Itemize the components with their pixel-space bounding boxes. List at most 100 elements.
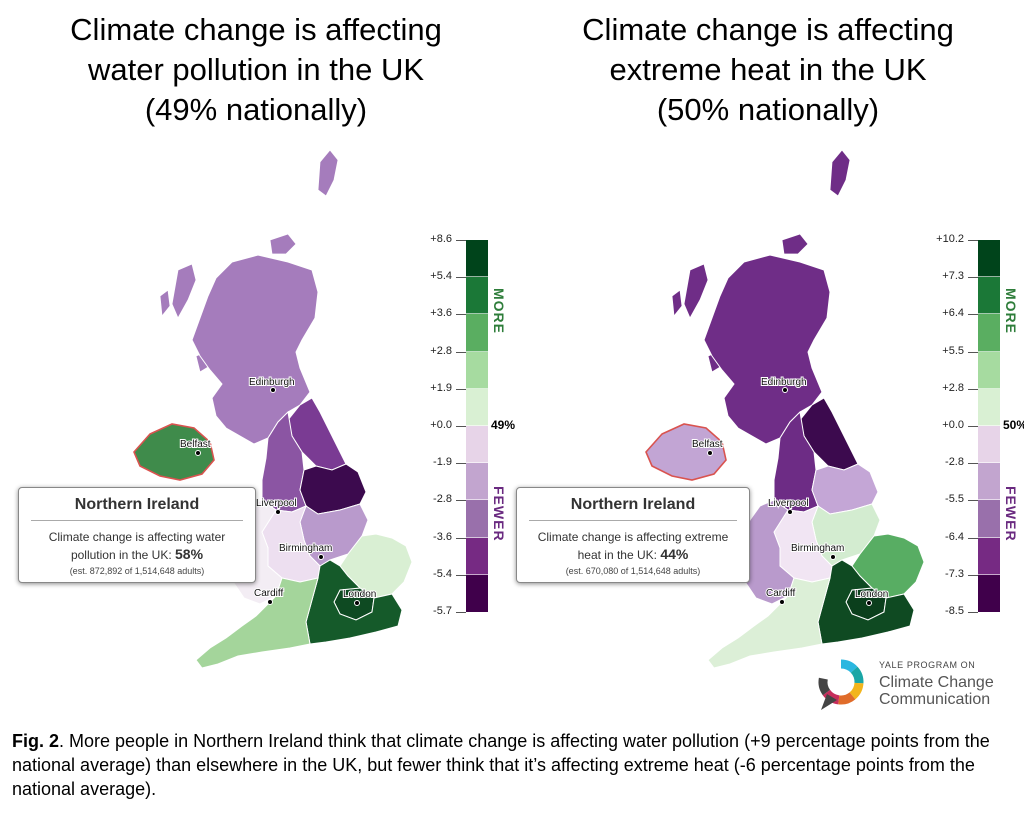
legend-tick-mark <box>456 537 466 539</box>
legend-tick-label: -5.4 <box>433 567 452 580</box>
legend-tick-mark <box>456 351 466 353</box>
logo-ring-segment <box>840 659 858 674</box>
city-label-liverpool: Liverpool <box>256 498 297 509</box>
city-dot-belfast <box>707 450 713 456</box>
figure-caption: Fig. 2. More people in Northern Ireland … <box>12 729 1012 801</box>
logo-ring-icon <box>818 659 864 710</box>
legend-tick-label: +7.3 <box>942 270 964 283</box>
region-south-west[interactable] <box>195 577 319 669</box>
logo-ring-segment <box>838 692 856 705</box>
legend-tick-mark <box>456 426 466 427</box>
legend-tick-label: +10.2 <box>936 233 964 245</box>
legend-band <box>978 426 1000 464</box>
legend-band <box>466 537 488 575</box>
region-scotland-island[interactable] <box>269 233 297 255</box>
panel-title: Climate change is affecting extreme heat… <box>582 12 954 127</box>
legend-tick-label: -7.3 <box>945 567 964 580</box>
city-label-edinburgh: Edinburgh <box>761 377 807 388</box>
legend-color-scale <box>466 240 488 612</box>
legend-fewer-label: FEWER <box>1003 485 1019 542</box>
legend-national-value: 49% <box>491 418 525 432</box>
region-scotland-island[interactable] <box>683 263 709 319</box>
legend-band <box>466 277 488 315</box>
legend-tick-label: +2.8 <box>942 381 964 394</box>
region-south-east[interactable] <box>817 559 915 645</box>
legend-tick-mark <box>968 240 978 241</box>
legend-band <box>466 574 488 612</box>
region-scotland-island[interactable] <box>671 289 683 318</box>
region-south-east[interactable] <box>305 559 403 645</box>
caption-label: Fig. 2 <box>12 731 60 751</box>
tooltip-value: 58% <box>175 546 204 562</box>
uk-map: Edinburgh Belfast Liverpool Birmingham Cardi… <box>645 149 925 669</box>
legend-tick-label: -1.9 <box>433 456 452 469</box>
legend-national-value: 50% <box>1003 418 1024 432</box>
legend-tick-label: -5.7 <box>433 605 452 617</box>
city-dot-birmingham <box>830 554 836 560</box>
legend-more-label: MORE <box>491 288 507 335</box>
legend-tick-mark <box>456 574 466 576</box>
legend-tick-mark <box>968 500 978 502</box>
city-label-belfast: Belfast <box>692 439 723 450</box>
tooltip-estimate: (est. 872,892 of 1,514,648 adults) <box>69 566 205 576</box>
water-pollution-panel: Climate change is affecting water pollut… <box>0 0 525 705</box>
tooltip-divider <box>529 520 737 521</box>
legend-tick-label: -2.8 <box>945 456 964 469</box>
legend-tick-label: +5.5 <box>942 344 964 357</box>
region-northern-ireland[interactable] <box>133 423 215 481</box>
logo-small-line: YALE PROGRAM ON <box>879 660 976 670</box>
tooltip-value: 44% <box>660 546 689 562</box>
region-south-west[interactable] <box>707 577 831 669</box>
legend-tick-mark <box>456 500 466 502</box>
logo-line-1: Climate Change <box>879 674 994 691</box>
legend-band <box>978 537 1000 575</box>
region-scotland-island[interactable] <box>171 263 197 319</box>
legend-band <box>978 277 1000 315</box>
legend-tick-label: +3.6 <box>430 307 452 320</box>
legend-band <box>466 351 488 389</box>
logo-ring-segment <box>850 666 864 684</box>
legend-tick-label: +0.0 <box>430 419 452 431</box>
legend-fewer-label: FEWER <box>491 485 507 542</box>
legend-band <box>978 463 1000 501</box>
region-scotland-island[interactable] <box>317 149 339 197</box>
city-dot-edinburgh <box>782 387 788 393</box>
region-scotland-island[interactable] <box>829 149 851 197</box>
city-label-cardiff: Cardiff <box>254 588 283 599</box>
region-scotland-island[interactable] <box>781 233 809 255</box>
region-tooltip: Northern Ireland Climate change is affec… <box>18 487 256 583</box>
region-northern-ireland[interactable] <box>645 423 727 481</box>
logo-ring-segment <box>818 677 831 696</box>
city-dot-london <box>866 600 872 606</box>
logo-speech-tail <box>821 694 837 710</box>
tooltip-divider <box>31 520 243 521</box>
city-label-edinburgh: Edinburgh <box>249 377 295 388</box>
city-dot-liverpool <box>275 509 281 515</box>
city-dot-birmingham <box>318 554 324 560</box>
tooltip-estimate: (est. 670,080 of 1,514,648 adults) <box>565 566 701 576</box>
city-label-belfast: Belfast <box>180 439 211 450</box>
legend-band <box>466 314 488 352</box>
legend-band <box>978 314 1000 352</box>
legend-tick-label: +2.8 <box>430 344 452 357</box>
legend: +8.6 +5.4 +3.6 +2.8 +1.9 +0.0 -1.9 -2.8 -3.6 -5.4… <box>410 232 525 622</box>
legend-tick-label: -8.5 <box>945 605 964 617</box>
city-dot-london <box>354 600 360 606</box>
logo-ring-segment <box>849 682 864 700</box>
tooltip-title: Northern Ireland <box>570 496 696 513</box>
legend-band <box>978 388 1000 426</box>
city-label-birmingham: Birmingham <box>791 543 844 554</box>
legend-tick-mark <box>968 351 978 353</box>
legend-band <box>466 426 488 464</box>
legend-color-scale <box>978 240 1000 612</box>
legend-tick-label: +5.4 <box>430 270 452 283</box>
legend-tick-mark <box>456 314 466 316</box>
legend: +10.2 +7.3 +6.4 +5.5 +2.8 +0.0 -2.8 -5.5 -6.4 -7.… <box>922 232 1024 622</box>
city-label-birmingham: Birmingham <box>279 543 332 554</box>
legend-tick-mark <box>456 463 466 465</box>
legend-band <box>978 574 1000 612</box>
region-scotland-island[interactable] <box>159 289 171 318</box>
city-dot-cardiff <box>267 599 273 605</box>
legend-band <box>466 240 488 278</box>
city-dot-liverpool <box>787 509 793 515</box>
